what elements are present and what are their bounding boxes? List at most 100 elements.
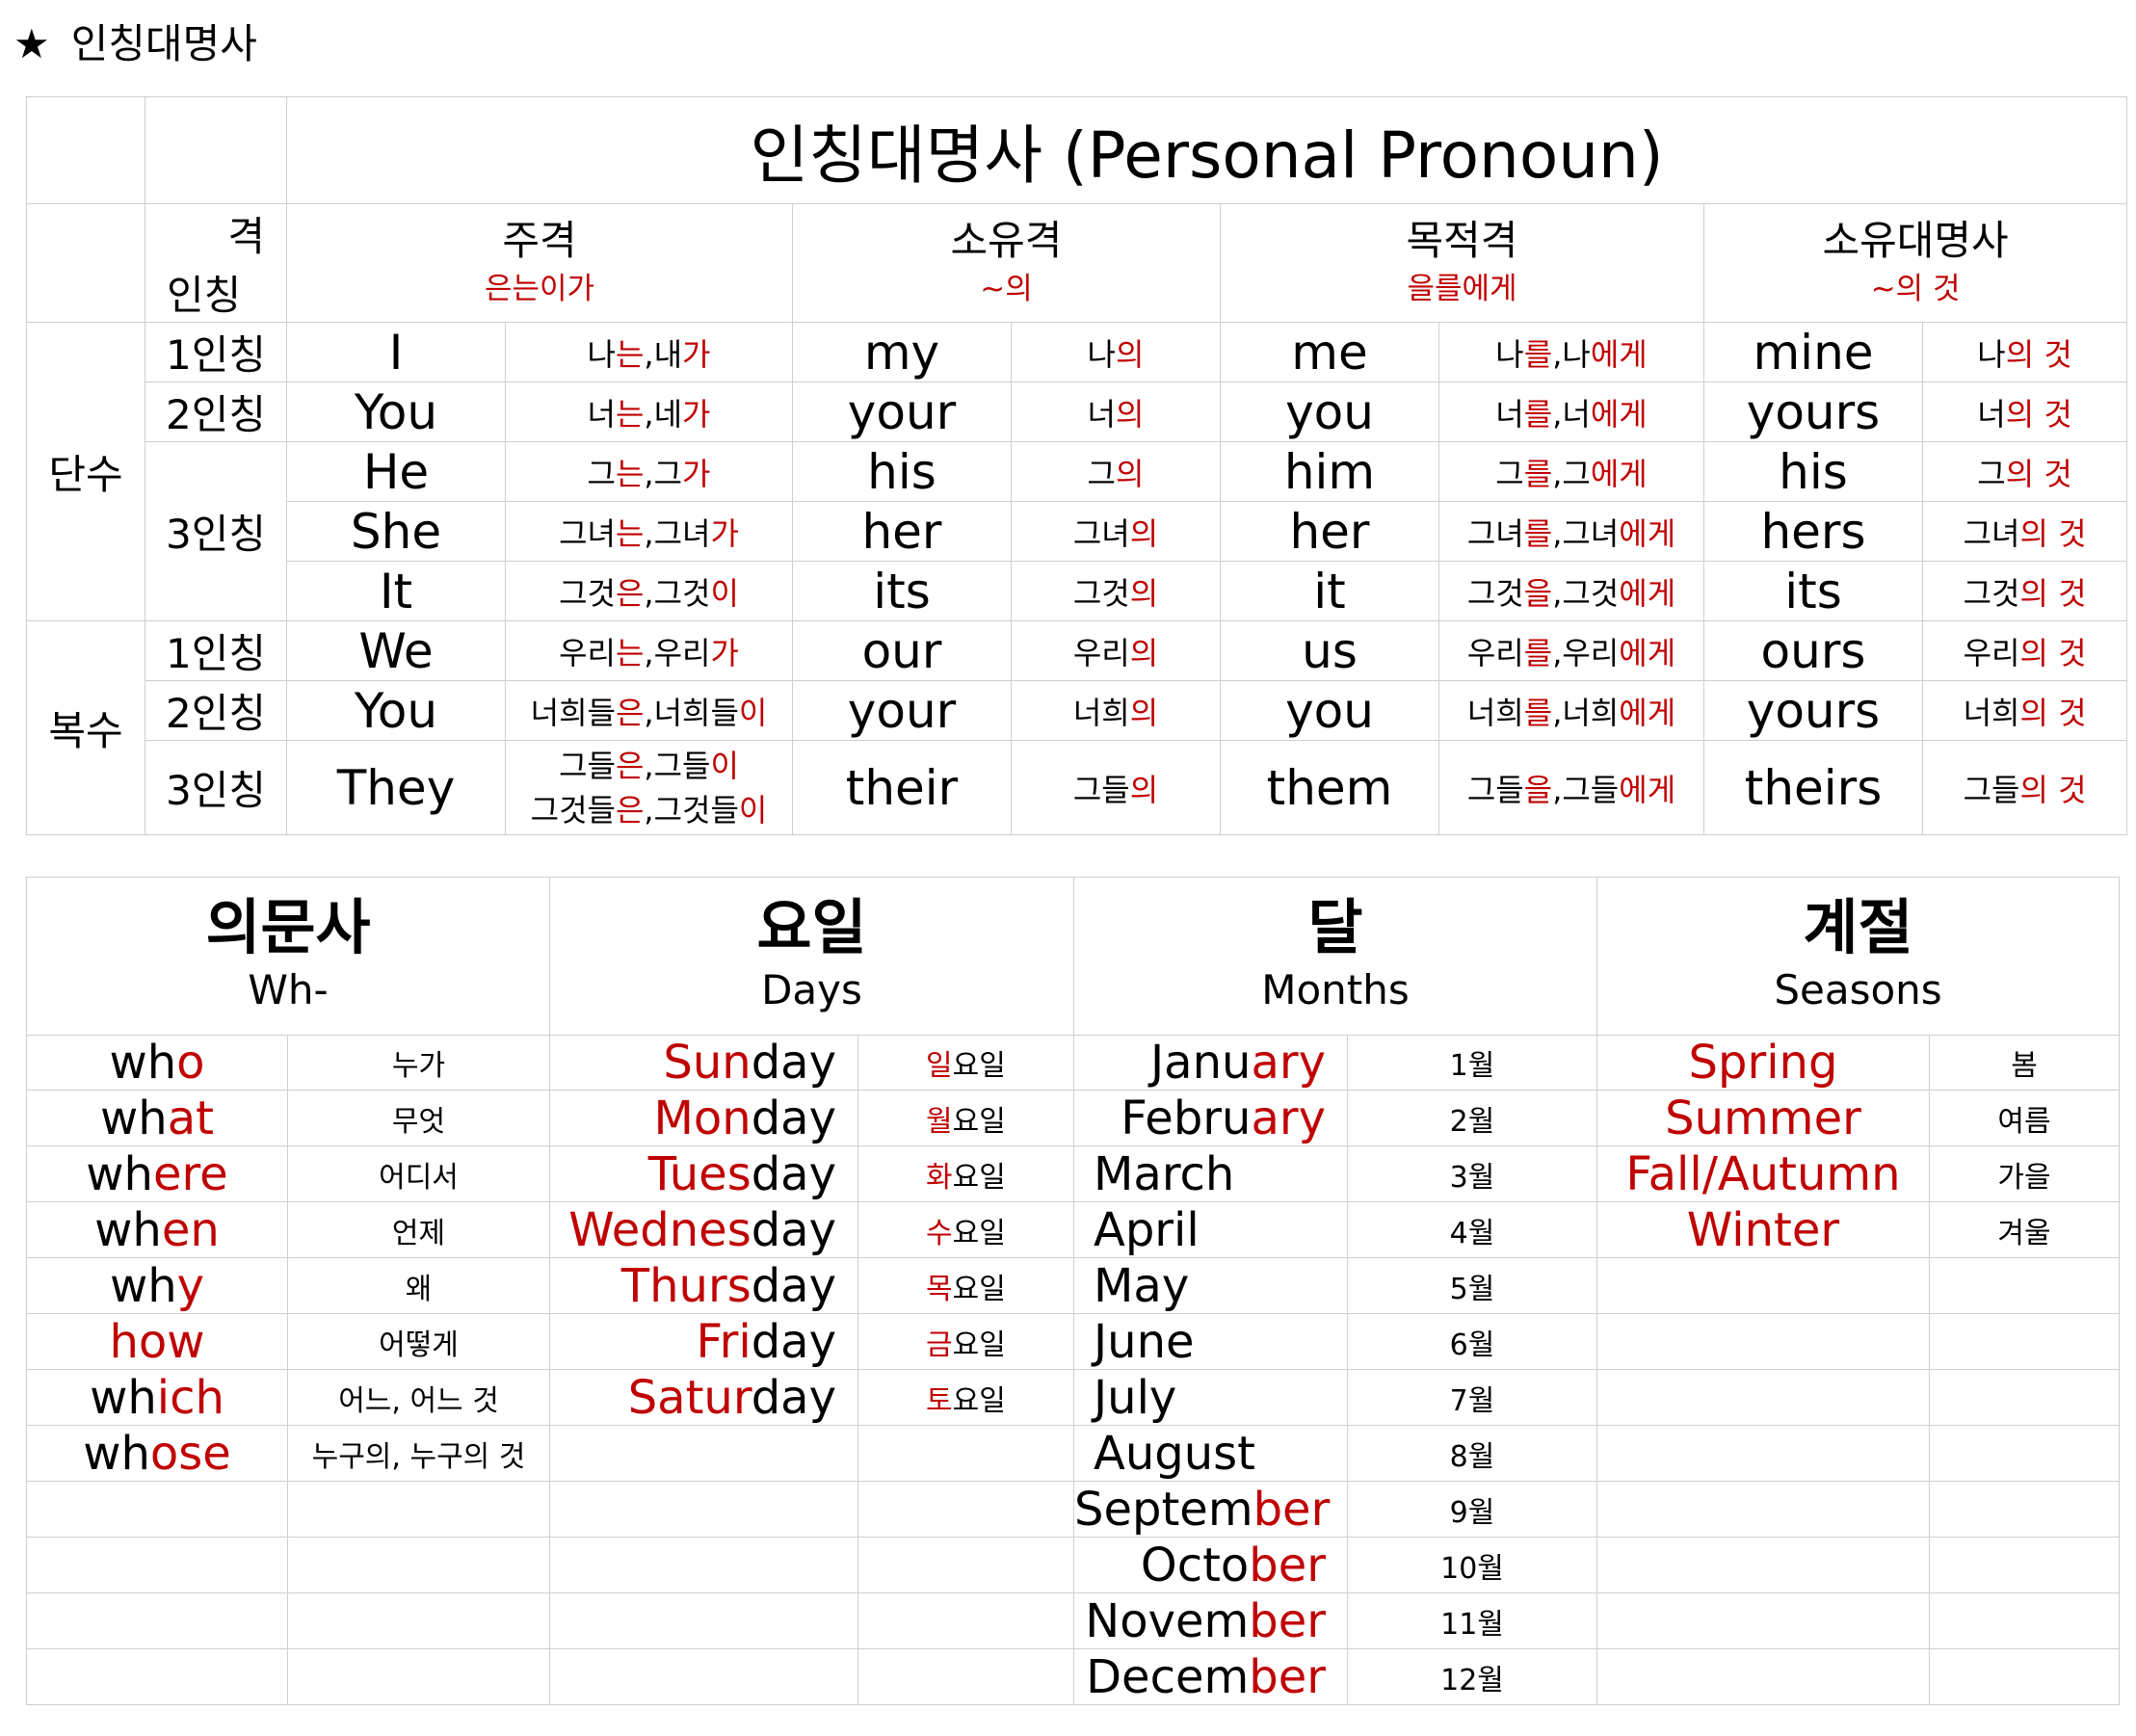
possessive-pronoun: its (1703, 561, 1923, 621)
vocab-header-months: 달 Months (1073, 877, 1597, 1036)
month-name: March (1073, 1145, 1348, 1202)
doc-heading-text: 인칭대명사 (70, 20, 257, 67)
subject-pronoun-meaning: 우리는,우리가 (505, 620, 793, 681)
wh-meaning (287, 1537, 550, 1593)
wh-word: when (26, 1201, 288, 1258)
month-meaning: 5월 (1347, 1257, 1597, 1314)
subject-pronoun: I (286, 322, 506, 382)
pronoun-table-title: 인칭대명사 (Personal Pronoun) (285, 96, 2128, 204)
vocab-row: how 어떻게 Friday 금요일 June 6월 (26, 1313, 2121, 1370)
day-meaning: 월요일 (857, 1090, 1074, 1146)
season-meaning (1928, 1425, 2121, 1482)
month-name: January (1073, 1035, 1348, 1091)
vocab-header-seasons: 계절 Seasons (1595, 877, 2121, 1036)
wh-meaning: 어떻게 (287, 1313, 550, 1370)
possessive-pronoun: mine (1703, 322, 1923, 382)
object-pronoun-meaning: 그를,그에게 (1438, 441, 1704, 502)
month-name: February (1073, 1090, 1348, 1146)
possessive-pronoun-meaning: 그들의 것 (1921, 740, 2128, 835)
month-name: December (1073, 1648, 1348, 1705)
vocab-row: why 왜 Thursday 목요일 May 5월 (26, 1257, 2121, 1314)
object-pronoun: you (1220, 381, 1439, 442)
possessive-pronoun: hers (1703, 501, 1923, 562)
pronoun-row: 2인칭 You 너희들은,너희들이 your 너희의 you 너희를,너희에게 yours 너희… (27, 680, 2128, 741)
wh-word: how (26, 1313, 288, 1370)
vocab-row: which 어느, 어느 것 Saturday 토요일 July 7월 (26, 1369, 2121, 1426)
wh-meaning (287, 1481, 550, 1538)
person-label: 3인칭 (145, 441, 287, 621)
subject-pronoun: She (286, 501, 506, 562)
wh-word: which (26, 1369, 288, 1426)
object-pronoun-meaning: 그것을,그것에게 (1438, 561, 1704, 621)
season-name (1596, 1592, 1930, 1649)
subject-pronoun-meaning: 나는,내가 (505, 322, 793, 382)
subject-pronoun: We (286, 620, 506, 681)
subject-pronoun: He (286, 441, 506, 502)
object-pronoun: it (1220, 561, 1439, 621)
day-name: Thursday (549, 1257, 858, 1314)
subject-pronoun-meaning: 그녀는,그녀가 (505, 501, 793, 562)
month-meaning: 9월 (1347, 1481, 1597, 1538)
vocab-header-ko: 의문사 (205, 891, 371, 962)
pronoun-row: She 그녀는,그녀가 her 그녀의 her 그녀를,그녀에게 hers 그녀의 것 (27, 501, 2128, 562)
case-header-objective: 목적격 을를에게 (1220, 203, 1704, 323)
wh-word (26, 1481, 288, 1538)
vocab-row: November 11월 (26, 1592, 2121, 1649)
wh-meaning (287, 1648, 550, 1705)
month-name: May (1073, 1257, 1348, 1314)
case-name: 소유격 (950, 217, 1063, 264)
number-plural: 복수 (26, 620, 145, 835)
day-name (549, 1481, 858, 1538)
object-pronoun: us (1220, 620, 1439, 681)
possessive-adjective: your (792, 381, 1012, 442)
month-meaning: 2월 (1347, 1090, 1597, 1146)
object-pronoun-meaning: 너희를,너희에게 (1438, 680, 1704, 741)
season-name (1596, 1369, 1930, 1426)
season-name (1596, 1257, 1930, 1314)
day-meaning: 일요일 (857, 1035, 1074, 1091)
subject-pronoun-meaning: 그는,그가 (505, 441, 793, 502)
wh-word: what (26, 1090, 288, 1146)
season-name (1596, 1481, 1930, 1538)
object-pronoun: you (1220, 680, 1439, 741)
subject-pronoun-meaning: 그들은,그들이 그것들은,그것들이 (505, 740, 793, 835)
day-name (549, 1592, 858, 1649)
possessive-adjective-meaning: 그녀의 (1011, 501, 1221, 562)
day-name: Friday (549, 1313, 858, 1370)
case-sub: 은는이가 (484, 272, 595, 306)
person-label: 1인칭 (145, 322, 287, 382)
day-name: Sunday (549, 1035, 858, 1091)
object-pronoun: her (1220, 501, 1439, 562)
vocab-header-en: Seasons (1774, 965, 1942, 1013)
season-meaning: 여름 (1928, 1090, 2121, 1146)
month-meaning: 8월 (1347, 1425, 1597, 1482)
day-meaning (857, 1592, 1074, 1649)
wh-meaning: 무엇 (287, 1090, 550, 1146)
object-pronoun-meaning: 그녀를,그녀에게 (1438, 501, 1704, 562)
vocab-body: who 누가 Sunday 일요일 January 1월 Spring 봄 what 무엇 Mond… (26, 1035, 2121, 1705)
season-meaning (1928, 1257, 2121, 1314)
month-meaning: 10월 (1347, 1537, 1597, 1593)
month-name: April (1073, 1201, 1348, 1258)
month-name: July (1073, 1369, 1348, 1426)
subject-pronoun-meaning: 너는,네가 (505, 381, 793, 442)
object-pronoun-meaning: 우리를,우리에게 (1438, 620, 1704, 681)
pronoun-row: 3인칭 He 그는,그가 his 그의 him 그를,그에게 his 그의 것 (27, 441, 2128, 621)
wh-word: whose (26, 1425, 288, 1482)
subject-pronoun-meaning: 너희들은,너희들이 (505, 680, 793, 741)
wh-meaning: 어디서 (287, 1145, 550, 1202)
month-meaning: 1월 (1347, 1035, 1597, 1091)
possessive-pronoun: ours (1703, 620, 1923, 681)
day-meaning: 금요일 (857, 1313, 1074, 1370)
season-name: Spring (1596, 1035, 1930, 1091)
wh-meaning: 어느, 어느 것 (287, 1369, 550, 1426)
day-name (549, 1648, 858, 1705)
day-meaning: 목요일 (857, 1257, 1074, 1314)
season-meaning (1928, 1648, 2121, 1705)
possessive-adjective: its (792, 561, 1012, 621)
possessive-pronoun-meaning: 그녀의 것 (1921, 501, 2128, 562)
wh-word: why (26, 1257, 288, 1314)
vocab-row: whose 누구의, 누구의 것 August 8월 (26, 1425, 2121, 1482)
vocab-header-days: 요일 Days (549, 877, 1074, 1036)
month-meaning: 7월 (1347, 1369, 1597, 1426)
